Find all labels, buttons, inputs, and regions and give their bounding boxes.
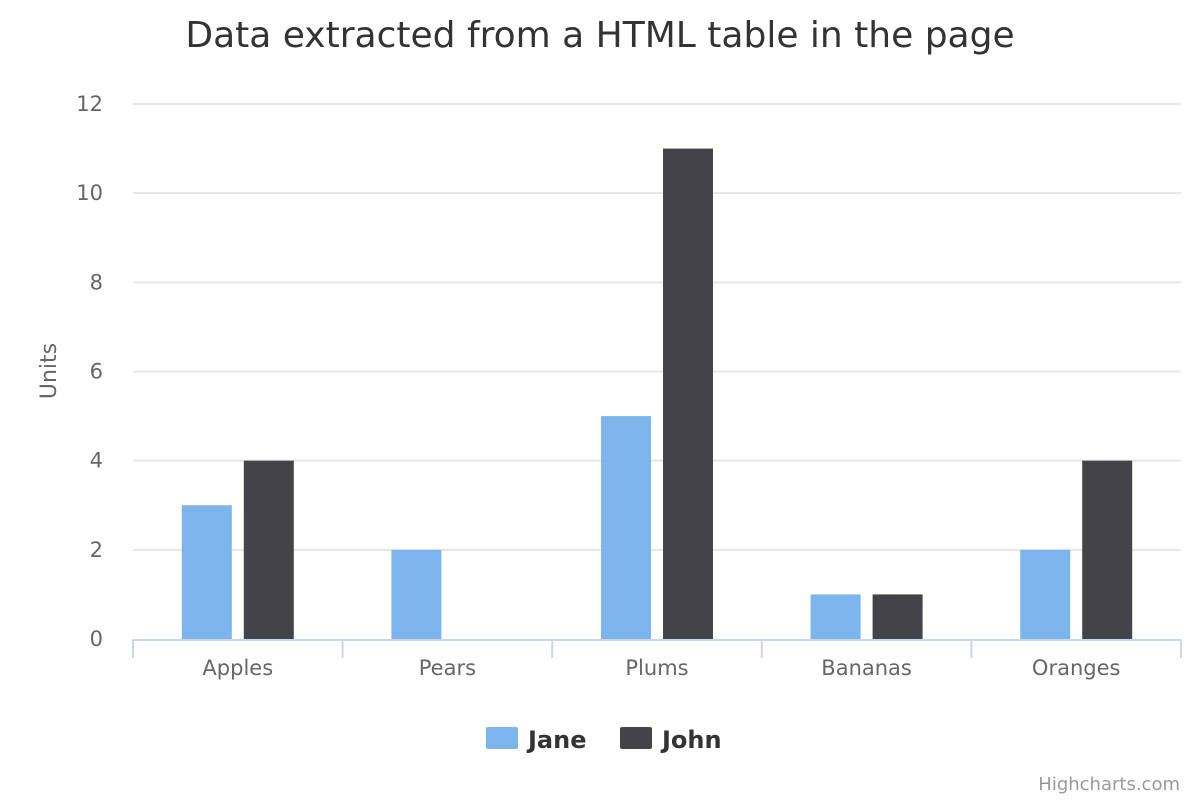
legend-item-john[interactable]: John — [620, 726, 722, 754]
y-tick-label: 2 — [90, 538, 103, 562]
bars — [181, 148, 1133, 640]
bar-john-bananas[interactable] — [872, 594, 923, 639]
x-tick-label: Bananas — [821, 656, 912, 680]
y-axis-label: Units — [37, 343, 62, 399]
y-axis-ticks: 0 2 4 6 8 10 12 — [76, 92, 103, 651]
legend-swatch-john — [620, 727, 652, 749]
bar-john-apples[interactable] — [243, 460, 294, 639]
legend-label-john: John — [660, 726, 722, 754]
bar-john-oranges[interactable] — [1082, 460, 1133, 639]
x-tick-label: Apples — [202, 656, 273, 680]
chart-title: Data extracted from a HTML table in the … — [185, 15, 1014, 56]
bar-jane-apples[interactable] — [181, 505, 232, 639]
x-tick-label: Pears — [419, 656, 476, 680]
grid-lines — [133, 103, 1181, 551]
y-tick-label: 10 — [76, 181, 103, 205]
y-tick-label: 4 — [90, 449, 103, 473]
bar-jane-bananas[interactable] — [810, 594, 861, 639]
credits-link[interactable]: Highcharts.com — [1038, 774, 1180, 795]
y-tick-label: 12 — [76, 92, 103, 116]
y-tick-label: 0 — [90, 627, 103, 651]
x-tick-label: Oranges — [1032, 656, 1121, 680]
bar-jane-plums[interactable] — [601, 416, 651, 639]
y-tick-label: 8 — [90, 270, 103, 294]
x-axis: Apples Pears Plums Bananas Oranges — [132, 639, 1182, 680]
bar-john-plums[interactable] — [663, 148, 713, 640]
legend-item-jane[interactable]: Jane — [486, 726, 587, 754]
legend-swatch-jane — [486, 727, 518, 749]
y-tick-label: 6 — [90, 360, 103, 384]
bar-jane-oranges[interactable] — [1020, 549, 1071, 639]
legend-label-jane: Jane — [526, 726, 587, 754]
bar-jane-pears[interactable] — [391, 549, 442, 639]
x-tick-label: Plums — [625, 656, 688, 680]
